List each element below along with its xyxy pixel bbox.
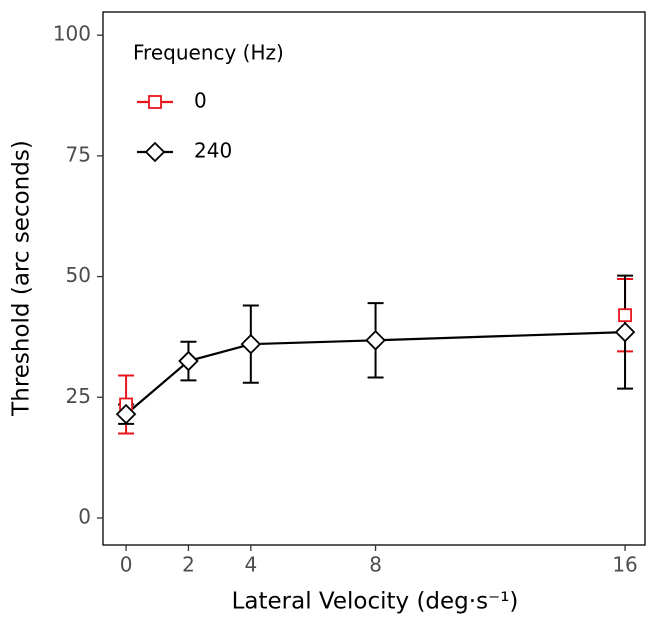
y-tick-label: 25 xyxy=(66,384,91,408)
marker xyxy=(618,308,632,323)
legend-title: Frequency (Hz) xyxy=(133,41,284,65)
y-tick-label: 0 xyxy=(78,504,91,528)
marker xyxy=(240,333,262,355)
legend-marker xyxy=(144,141,166,163)
marker xyxy=(614,321,636,343)
x-tick-label: 4 xyxy=(244,553,257,577)
x-tick-label: 2 xyxy=(182,553,195,577)
y-tick-label: 100 xyxy=(53,22,91,46)
plot-frame xyxy=(102,11,646,546)
marker xyxy=(365,330,386,351)
y-tick-label: 75 xyxy=(66,142,91,166)
x-tick-label: 0 xyxy=(120,553,133,577)
x-tick-label: 8 xyxy=(369,553,382,577)
x-tick-label: 16 xyxy=(612,553,637,577)
x-axis-title: Lateral Velocity (deg·s⁻¹) xyxy=(232,589,519,615)
y-tick-label: 50 xyxy=(66,263,91,287)
marker xyxy=(115,403,137,425)
legend-label: 240 xyxy=(194,139,232,163)
marker xyxy=(178,350,199,372)
y-axis-title: Threshold (arc seconds) xyxy=(9,140,35,417)
legend-label: 0 xyxy=(194,89,207,113)
legend-marker xyxy=(148,95,162,109)
